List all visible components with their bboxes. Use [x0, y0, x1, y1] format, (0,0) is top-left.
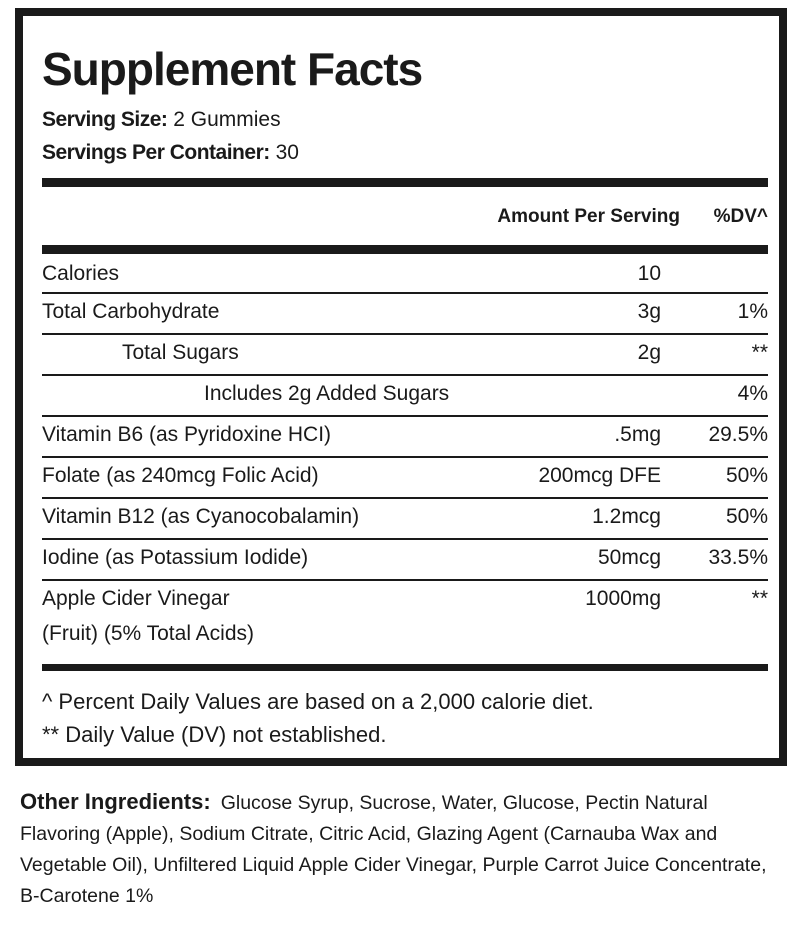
nutrient-dv: 1%	[737, 300, 768, 323]
other-ingredients-text: Glucose Syrup, Sucrose, Water, Glucose, …	[20, 792, 767, 907]
nutrient-dv: 4%	[737, 382, 768, 405]
row-calories: Calories 10	[42, 256, 768, 294]
nutrient-name: Total Carbohydrate	[42, 300, 220, 323]
nutrient-dv: 29.5%	[708, 423, 768, 446]
nutrient-amount	[461, 376, 661, 382]
servings-value: 30	[275, 141, 299, 164]
nutrient-name-line2: (Fruit) (5% Total Acids)	[42, 622, 254, 645]
row-folate: Folate (as 240mcg Folic Acid) 200mcg DFE 5…	[42, 458, 768, 499]
footnote-not-established: ** Daily Value (DV) not established.	[42, 722, 387, 747]
row-total-carbohydrate: Total Carbohydrate 3g 1%	[42, 294, 768, 335]
nutrient-name: Iodine (as Potassium Iodide)	[42, 546, 309, 569]
supplement-facts-panel: Supplement Facts Serving Size: 2 Gummies…	[15, 8, 787, 766]
row-iodine: Iodine (as Potassium Iodide) 50mcg 33.5%	[42, 540, 768, 581]
divider-thick	[42, 245, 768, 254]
nutrient-name: Apple Cider Vinegar (Fruit) (5% Total Aci…	[42, 581, 461, 657]
nutrient-amount: 200mcg DFE	[538, 464, 661, 487]
nutrient-dv: 33.5%	[708, 546, 768, 569]
servings-per-container: Servings Per Container: 30	[42, 141, 299, 165]
divider-thick	[42, 178, 768, 187]
nutrient-amount: 2g	[637, 341, 661, 364]
nutrient-dv	[661, 256, 768, 262]
dv-header: %DV^	[713, 206, 768, 227]
other-ingredients: Other Ingredients: Glucose Syrup, Sucrose…	[20, 786, 790, 912]
column-header: Amount Per Serving %DV^	[420, 206, 768, 228]
amount-header: Amount Per Serving	[497, 206, 680, 227]
nutrient-amount: 1.2mcg	[592, 505, 661, 528]
divider-thick	[42, 664, 768, 671]
nutrient-dv: 50%	[725, 464, 768, 487]
row-vitamin-b12: Vitamin B12 (as Cyanocobalamin) 1.2mcg 50%	[42, 499, 768, 540]
nutrient-name: Calories	[42, 262, 120, 285]
nutrient-name: Total Sugars	[122, 341, 239, 364]
nutrient-name: Folate (as 240mcg Folic Acid)	[42, 464, 319, 487]
nutrient-name: Vitamin B6 (as Pyridoxine HCI)	[42, 423, 332, 446]
row-vitamin-b6: Vitamin B6 (as Pyridoxine HCI) .5mg 29.5%	[42, 417, 768, 458]
nutrient-name: Vitamin B12 (as Cyanocobalamin)	[42, 505, 360, 528]
other-ingredients-label: Other Ingredients:	[20, 789, 211, 814]
nutrient-dv: **	[751, 341, 768, 364]
nutrient-name-line1: Apple Cider Vinegar	[42, 587, 230, 610]
nutrient-amount: 3g	[637, 300, 661, 323]
row-added-sugars: Includes 2g Added Sugars 4%	[42, 376, 768, 417]
nutrient-amount: 10	[637, 262, 661, 285]
servings-label: Servings Per Container:	[42, 141, 270, 164]
nutrient-dv: 50%	[725, 505, 768, 528]
nutrient-name: Includes 2g Added Sugars	[204, 382, 450, 405]
row-total-sugars: Total Sugars 2g **	[42, 335, 768, 376]
nutrient-amount: 50mcg	[597, 546, 661, 569]
footnote-dv: ^ Percent Daily Values are based on a 2,…	[42, 689, 594, 714]
nutrient-dv: **	[751, 587, 768, 610]
row-apple-cider-vinegar: Apple Cider Vinegar (Fruit) (5% Total Aci…	[42, 581, 768, 661]
serving-size-label: Serving Size:	[42, 108, 168, 131]
nutrient-amount: 1000mg	[585, 587, 661, 610]
serving-size: Serving Size: 2 Gummies	[42, 108, 281, 132]
serving-size-value: 2 Gummies	[173, 108, 281, 131]
nutrient-amount: .5mg	[614, 423, 661, 446]
panel-title: Supplement Facts	[42, 43, 423, 95]
